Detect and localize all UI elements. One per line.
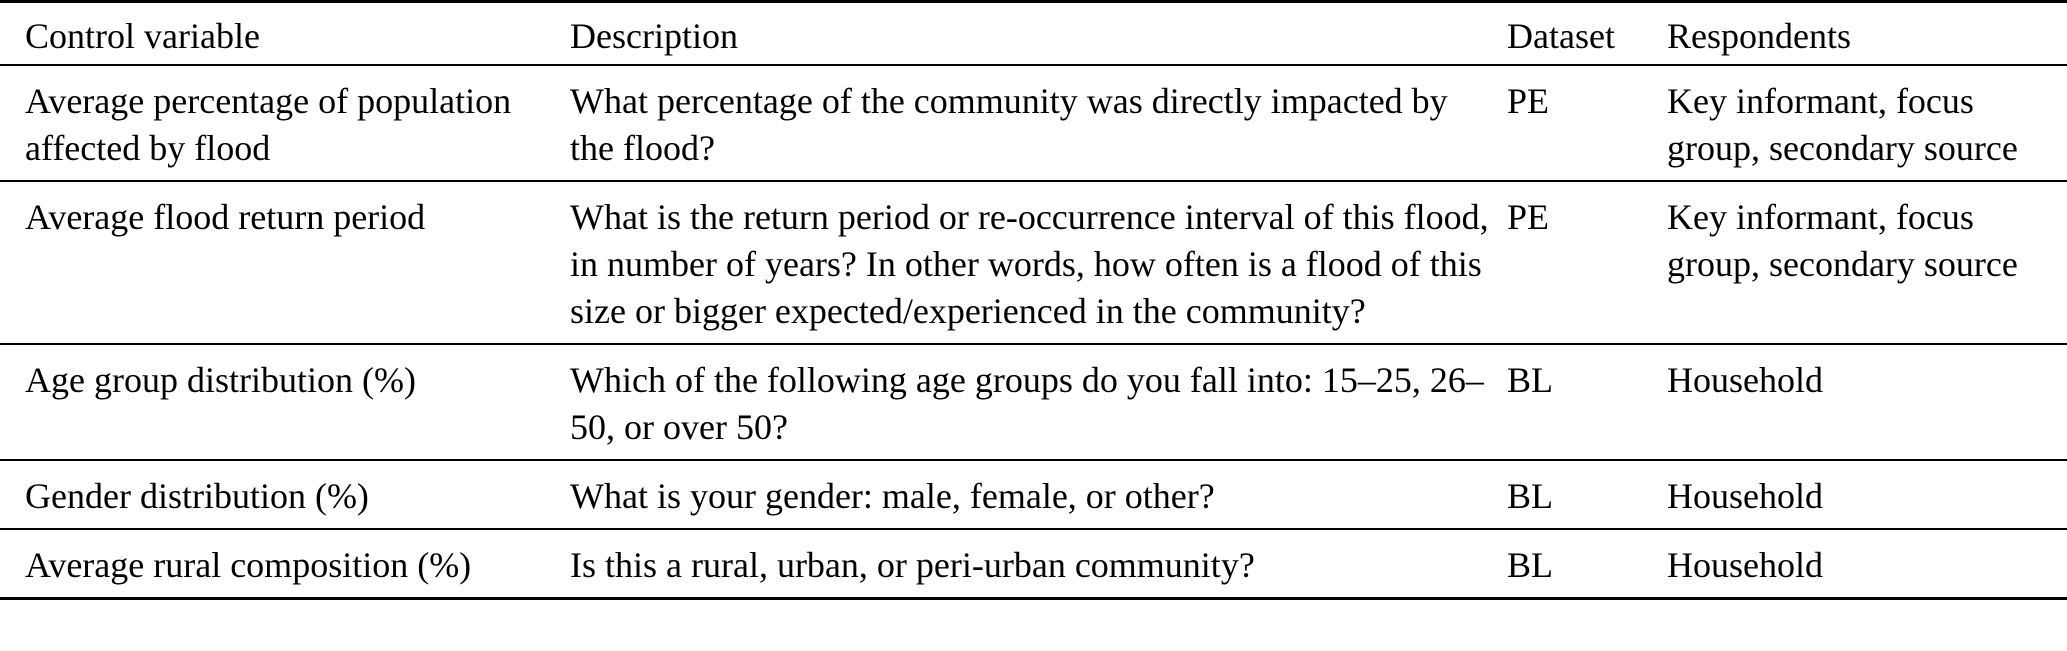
cell-control-variable: Average percentage of population affecte… xyxy=(25,81,512,168)
header-row: Control variable Description Dataset Res… xyxy=(0,2,2067,65)
cell-description: What is the return period or re-occurren… xyxy=(570,197,1489,331)
cell-control-variable: Average flood return period xyxy=(25,197,426,237)
cell-respondents: Key informant, focus group, secondary so… xyxy=(1667,197,2018,284)
column-header-dataset: Dataset xyxy=(1507,16,1615,56)
table-row: Age group distribution (%) Which of the … xyxy=(0,344,2067,460)
cell-control-variable: Age group distribution (%) xyxy=(25,360,416,400)
cell-description: What is your gender: male, female, or ot… xyxy=(570,476,1215,516)
column-header-respondents: Respondents xyxy=(1667,16,1851,56)
cell-dataset: BL xyxy=(1507,476,1554,516)
cell-dataset: PE xyxy=(1507,197,1550,237)
cell-dataset: PE xyxy=(1507,81,1550,121)
cell-description: What percentage of the community was dir… xyxy=(570,81,1448,168)
table-row: Gender distribution (%) What is your gen… xyxy=(0,460,2067,529)
cell-description: Is this a rural, urban, or peri-urban co… xyxy=(570,545,1255,585)
cell-respondents: Key informant, focus group, secondary so… xyxy=(1667,81,2018,168)
column-header-description: Description xyxy=(570,16,738,56)
column-header-control-variable: Control variable xyxy=(25,16,260,56)
control-variables-table: Control variable Description Dataset Res… xyxy=(0,0,2067,600)
cell-dataset: BL xyxy=(1507,360,1554,400)
cell-respondents: Household xyxy=(1667,360,1823,400)
table-row: Average flood return period What is the … xyxy=(0,181,2067,344)
cell-control-variable: Gender distribution (%) xyxy=(25,476,369,516)
cell-respondents: Household xyxy=(1667,476,1823,516)
cell-description: Which of the following age groups do you… xyxy=(570,360,1484,447)
cell-dataset: BL xyxy=(1507,545,1554,585)
table-row: Average percentage of population affecte… xyxy=(0,65,2067,181)
cell-respondents: Household xyxy=(1667,545,1823,585)
table-row: Average rural composition (%) Is this a … xyxy=(0,529,2067,599)
cell-control-variable: Average rural composition (%) xyxy=(25,545,472,585)
